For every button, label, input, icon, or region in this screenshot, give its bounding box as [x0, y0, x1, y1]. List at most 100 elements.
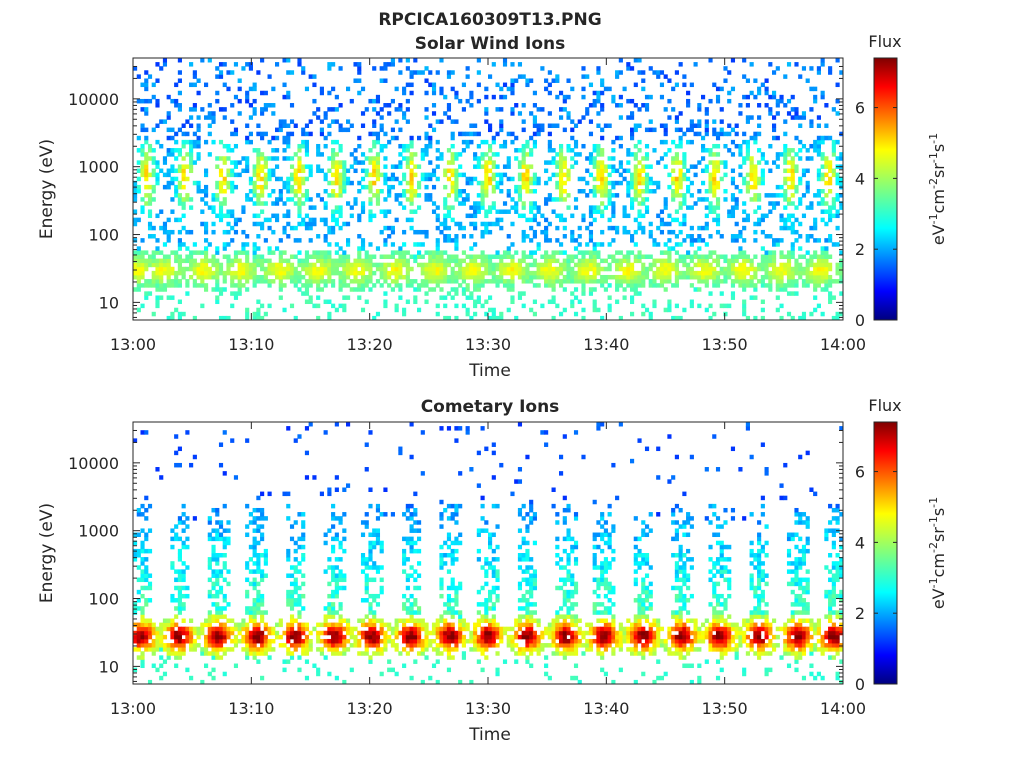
- solar-wind-cell: [144, 295, 149, 300]
- solar-wind-cell: [170, 283, 175, 288]
- cometary-cell: [245, 626, 250, 632]
- solar-wind-cell: [678, 139, 683, 145]
- solar-wind-cell: [245, 279, 250, 284]
- solar-wind-cell: [641, 303, 646, 309]
- cometary-cell: [297, 561, 302, 566]
- cometary-cell: [323, 540, 328, 546]
- solar-wind-cell: [319, 279, 324, 284]
- solar-wind-cell: [417, 180, 422, 186]
- solar-wind-cell: [667, 266, 672, 272]
- solar-wind-cell: [701, 270, 706, 276]
- solar-wind-cell: [760, 180, 765, 186]
- solar-wind-cell: [588, 82, 594, 88]
- solar-wind-cell: [723, 311, 728, 317]
- solar-wind-cell: [446, 225, 452, 231]
- cometary-cell: [162, 643, 168, 648]
- solar-wind-cell: [588, 172, 594, 178]
- solar-wind-cell: [835, 311, 840, 317]
- solar-wind-cell: [529, 176, 534, 182]
- solar-wind-cell: [454, 184, 459, 190]
- solar-wind-cell: [652, 70, 657, 75]
- cometary-cell: [218, 606, 224, 611]
- solar-wind-cell: [790, 115, 795, 120]
- solar-wind-cell: [338, 176, 343, 182]
- cometary-cell: [334, 516, 339, 521]
- solar-wind-cell: [204, 246, 209, 251]
- cometary-cell: [170, 622, 175, 628]
- cometary-cell: [140, 638, 145, 644]
- solar-wind-cell: [189, 250, 194, 255]
- solar-wind-cell: [372, 98, 377, 104]
- cometary-cell: [181, 651, 186, 656]
- solar-wind-cell: [671, 197, 676, 202]
- solar-wind-cell: [674, 315, 679, 321]
- solar-wind-cell: [248, 262, 253, 268]
- solar-wind-cell: [536, 123, 541, 128]
- solar-wind-cell: [405, 266, 410, 272]
- solar-wind-cell: [405, 189, 410, 194]
- solar-wind-cell: [596, 94, 601, 100]
- solar-wind-cell: [136, 168, 141, 174]
- solar-wind-cell: [424, 266, 429, 272]
- solar-wind-cell: [559, 168, 564, 174]
- solar-wind-cell: [813, 143, 818, 149]
- cometary-cell: [218, 524, 224, 529]
- solar-wind-cell: [387, 193, 392, 198]
- solar-wind-cell: [218, 74, 224, 79]
- solar-wind-cell: [581, 143, 586, 149]
- cometary-cell: [181, 569, 186, 574]
- solar-wind-cell: [215, 246, 220, 251]
- cometary-cell: [196, 634, 201, 640]
- solar-wind-cell: [562, 172, 567, 178]
- solar-wind-cell: [166, 229, 171, 235]
- solar-wind-cell: [323, 111, 328, 116]
- cometary-cell: [293, 638, 298, 644]
- solar-wind-cell: [521, 303, 526, 309]
- solar-wind-cell: [409, 279, 414, 284]
- solar-wind-cell: [331, 209, 336, 214]
- solar-wind-cell: [271, 135, 276, 141]
- solar-wind-colorbar-unit: eV-1cm-2sr-1s-1: [927, 133, 948, 245]
- solar-wind-cell: [723, 279, 728, 284]
- solar-wind-cell: [465, 283, 470, 288]
- solar-wind-cell: [715, 205, 721, 210]
- solar-wind-cell: [177, 58, 182, 63]
- solar-wind-cell: [588, 291, 594, 296]
- solar-wind-cell: [196, 152, 201, 157]
- solar-wind-cell: [402, 189, 407, 194]
- cometary-cell: [282, 643, 287, 648]
- solar-wind-cell: [588, 287, 594, 292]
- solar-wind-cell: [473, 279, 478, 284]
- solar-wind-cell: [510, 274, 515, 280]
- cometary-cell: [211, 675, 216, 681]
- solar-wind-cell: [316, 152, 321, 157]
- solar-wind-cell: [641, 78, 646, 83]
- cometary-cell: [181, 647, 186, 652]
- solar-wind-cell: [622, 213, 627, 219]
- cometary-cell: [222, 598, 227, 603]
- solar-wind-cell: [461, 303, 466, 309]
- solar-wind-cell: [435, 148, 440, 153]
- solar-wind-cell: [495, 82, 500, 88]
- solar-wind-cell: [248, 197, 253, 202]
- solar-wind-cell: [600, 229, 605, 235]
- cometary-cell: [323, 430, 328, 435]
- cometary-cell: [215, 593, 220, 599]
- solar-wind-cell: [547, 111, 552, 116]
- solar-wind-cell: [166, 283, 171, 288]
- solar-wind-cell: [828, 205, 833, 210]
- solar-wind-cell: [581, 217, 586, 223]
- solar-wind-cell: [757, 221, 762, 227]
- solar-wind-cell: [592, 307, 597, 313]
- solar-wind-cell: [633, 193, 638, 198]
- solar-wind-cell: [671, 180, 676, 186]
- cometary-cell: [233, 643, 239, 648]
- cometary-cell: [248, 634, 253, 640]
- solar-wind-cell: [686, 270, 691, 276]
- solar-wind-cell: [536, 266, 541, 272]
- solar-wind-cell: [510, 262, 515, 268]
- solar-wind-cell: [686, 168, 691, 174]
- solar-wind-cell: [626, 98, 631, 104]
- cometary-cell: [260, 598, 265, 603]
- solar-wind-cell: [166, 274, 171, 280]
